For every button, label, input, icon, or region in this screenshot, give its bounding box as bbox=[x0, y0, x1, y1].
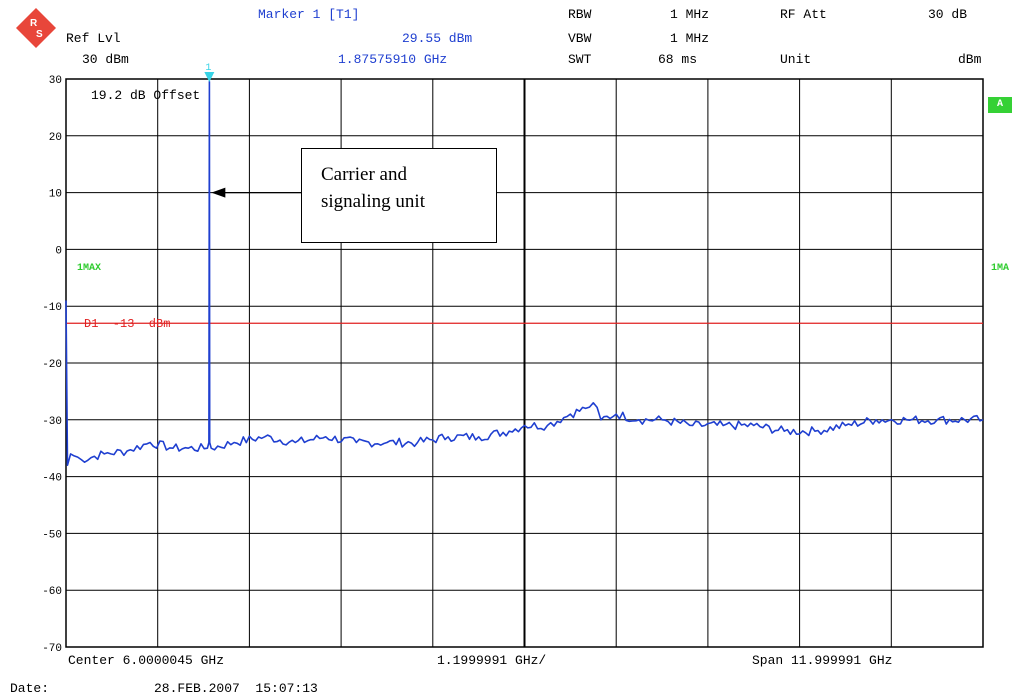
date-label: Date: bbox=[10, 681, 50, 696]
svg-text:R: R bbox=[30, 18, 38, 29]
annotation-arrow-head bbox=[211, 187, 226, 198]
vbw-label: VBW bbox=[568, 31, 592, 46]
offset-label: 19.2 dB Offset bbox=[91, 88, 201, 103]
y-tick-label: -70 bbox=[42, 643, 62, 655]
swt-label: SWT bbox=[568, 52, 592, 67]
trace-a-badge: A bbox=[988, 97, 1012, 113]
marker-level: 29.55 dBm bbox=[402, 31, 473, 46]
y-tick-label: 20 bbox=[49, 132, 62, 144]
trace-label-right: 1MA bbox=[991, 263, 1010, 274]
trace-label-left: 1MAX bbox=[77, 263, 102, 274]
y-tick-label: -60 bbox=[42, 586, 62, 598]
y-tick-label: -30 bbox=[42, 416, 62, 428]
y-tick-label: -40 bbox=[42, 473, 62, 485]
marker-title: Marker 1 [T1] bbox=[258, 7, 360, 22]
svg-text:S: S bbox=[36, 29, 43, 40]
date-value: 28.FEB.2007 15:07:13 bbox=[154, 681, 318, 696]
rbw-value: 1 MHz bbox=[670, 7, 710, 22]
span-value: Span 11.999991 GHz bbox=[752, 653, 893, 668]
y-tick-label: -20 bbox=[42, 359, 62, 371]
display-line-label: D1 -13 dBm bbox=[84, 317, 170, 331]
annotation-line-1: Carrier and bbox=[321, 164, 407, 185]
rbw-label: RBW bbox=[568, 7, 592, 22]
vbw-value: 1 MHz bbox=[670, 31, 710, 46]
ref-level-label: Ref Lvl bbox=[66, 31, 121, 46]
swt-value: 68 ms bbox=[658, 52, 698, 67]
y-tick-label: -50 bbox=[42, 529, 62, 541]
marker-frequency: 1.87575910 GHz bbox=[338, 52, 448, 67]
annotation-line-2: signaling unit bbox=[321, 191, 425, 212]
y-tick-label: 30 bbox=[49, 75, 62, 87]
y-tick-label: -10 bbox=[42, 302, 62, 314]
annotation-box: Carrier and signaling unit bbox=[301, 148, 497, 243]
ref-level-value: 30 dBm bbox=[82, 52, 129, 67]
unit-value: dBm bbox=[958, 52, 982, 67]
marker-number: 1 bbox=[205, 63, 211, 74]
unit-label: Unit bbox=[780, 52, 812, 67]
y-tick-label: 10 bbox=[49, 189, 62, 201]
rf-att-value: 30 dB bbox=[928, 7, 968, 22]
logo-icon: R S bbox=[16, 8, 56, 48]
rf-att-label: RF Att bbox=[780, 7, 827, 22]
y-tick-label: 0 bbox=[55, 245, 62, 257]
frequency-per-division: 1.1999991 GHz/ bbox=[437, 653, 547, 668]
spectrum-trace bbox=[65, 80, 984, 467]
marker-triangle bbox=[204, 72, 215, 82]
center-frequency: Center 6.0000045 GHz bbox=[68, 653, 225, 668]
